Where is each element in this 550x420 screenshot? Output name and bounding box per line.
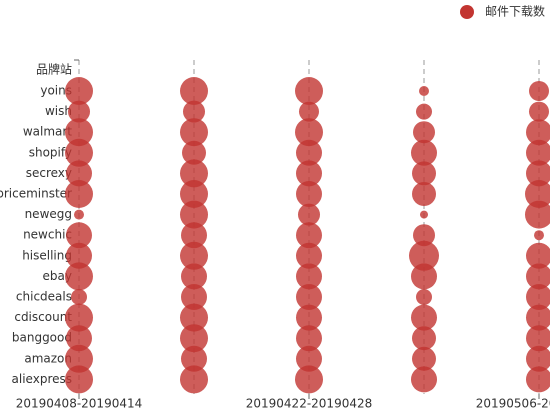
y-tick-label: amazon (24, 351, 72, 365)
bubble (529, 81, 549, 101)
y-tick-label: hiselling (22, 248, 72, 262)
bubble (296, 242, 322, 269)
bubble (66, 325, 92, 352)
y-tick-label: walmart (23, 125, 72, 139)
bubble (180, 324, 208, 353)
y-tick-label: shopify (29, 145, 72, 159)
bubble (416, 103, 432, 120)
bubble (65, 118, 93, 147)
y-tick-label: banggood (12, 331, 72, 345)
bubble (65, 262, 93, 291)
x-tick-label: 20190422-20190428 (246, 397, 373, 411)
bubble (180, 365, 208, 394)
bubble (296, 181, 322, 207)
bubble (526, 160, 550, 187)
y-tick-label: ebay (43, 269, 72, 283)
bubble (526, 119, 550, 146)
bubble (525, 200, 550, 229)
bubble (66, 160, 92, 187)
bubble (298, 203, 320, 226)
bubble (181, 345, 207, 372)
bubble (526, 284, 550, 310)
bubble (74, 209, 84, 220)
bubble (68, 100, 90, 123)
bubble (183, 100, 205, 123)
bubble (71, 289, 87, 305)
bubble (529, 101, 549, 122)
bubble (65, 344, 93, 373)
bubble (65, 365, 93, 394)
y-axis-name: 品牌站 (36, 63, 72, 77)
bubble (66, 242, 92, 269)
bubble (182, 140, 206, 165)
bubble (411, 263, 437, 290)
bubble (296, 222, 322, 249)
y-tick-label: newchic (23, 228, 72, 242)
bubble (526, 345, 550, 372)
bubble (296, 325, 322, 352)
bubble (411, 139, 437, 166)
y-tick-label: aliexpress (12, 372, 72, 386)
bubble (411, 366, 437, 393)
bubble (180, 77, 208, 105)
bubble (413, 224, 435, 247)
legend-label: 邮件下载数 (485, 4, 545, 19)
bubble (65, 77, 93, 105)
bubble (181, 284, 207, 310)
bubble (416, 289, 432, 305)
bubble (65, 303, 93, 332)
bubble (526, 325, 550, 352)
bubble (295, 77, 323, 105)
bubble (181, 222, 207, 249)
bubble (409, 240, 439, 271)
bubble (66, 222, 92, 249)
bubble (180, 303, 208, 332)
bubble (299, 101, 319, 122)
bubble (295, 118, 323, 147)
bubble (296, 160, 322, 187)
bubble (412, 161, 436, 186)
bubble (412, 182, 436, 206)
bubble (526, 263, 550, 290)
bubble (526, 304, 550, 331)
bubble (181, 263, 207, 290)
bubble (420, 210, 428, 219)
y-tick-label: cdiscount (14, 310, 72, 324)
bubble (419, 86, 429, 96)
x-tick-label: 20190506-20190512 (476, 397, 550, 411)
bubble (526, 366, 550, 393)
y-tick-label: yoins (40, 84, 72, 98)
y-tick-label: secrexy (26, 166, 72, 180)
bubble (296, 284, 322, 310)
bubble (65, 180, 93, 208)
bubble (180, 241, 208, 270)
bubble (526, 242, 550, 269)
bubble (413, 121, 435, 144)
bubble (180, 118, 208, 147)
x-tick-label: 20190408-20190414 (16, 397, 143, 411)
bubble (525, 180, 550, 208)
bubble (295, 365, 323, 394)
bubble (411, 304, 437, 331)
bubble (180, 200, 208, 229)
y-tick-label: chicdeals (16, 290, 72, 304)
bubble (180, 159, 208, 188)
bubble (412, 346, 436, 371)
bubble (534, 230, 544, 241)
bubble (296, 304, 322, 331)
y-tick-label: priceminster (0, 187, 72, 201)
bubble (526, 139, 550, 166)
y-tick-label: wish (45, 104, 72, 118)
bubble (65, 138, 93, 167)
bubble (180, 180, 208, 208)
bubble (412, 326, 436, 351)
legend-marker (460, 5, 474, 19)
bubble (296, 345, 322, 372)
bubble (296, 139, 322, 166)
y-tick-label: newegg (25, 207, 72, 221)
bubble (296, 263, 322, 290)
